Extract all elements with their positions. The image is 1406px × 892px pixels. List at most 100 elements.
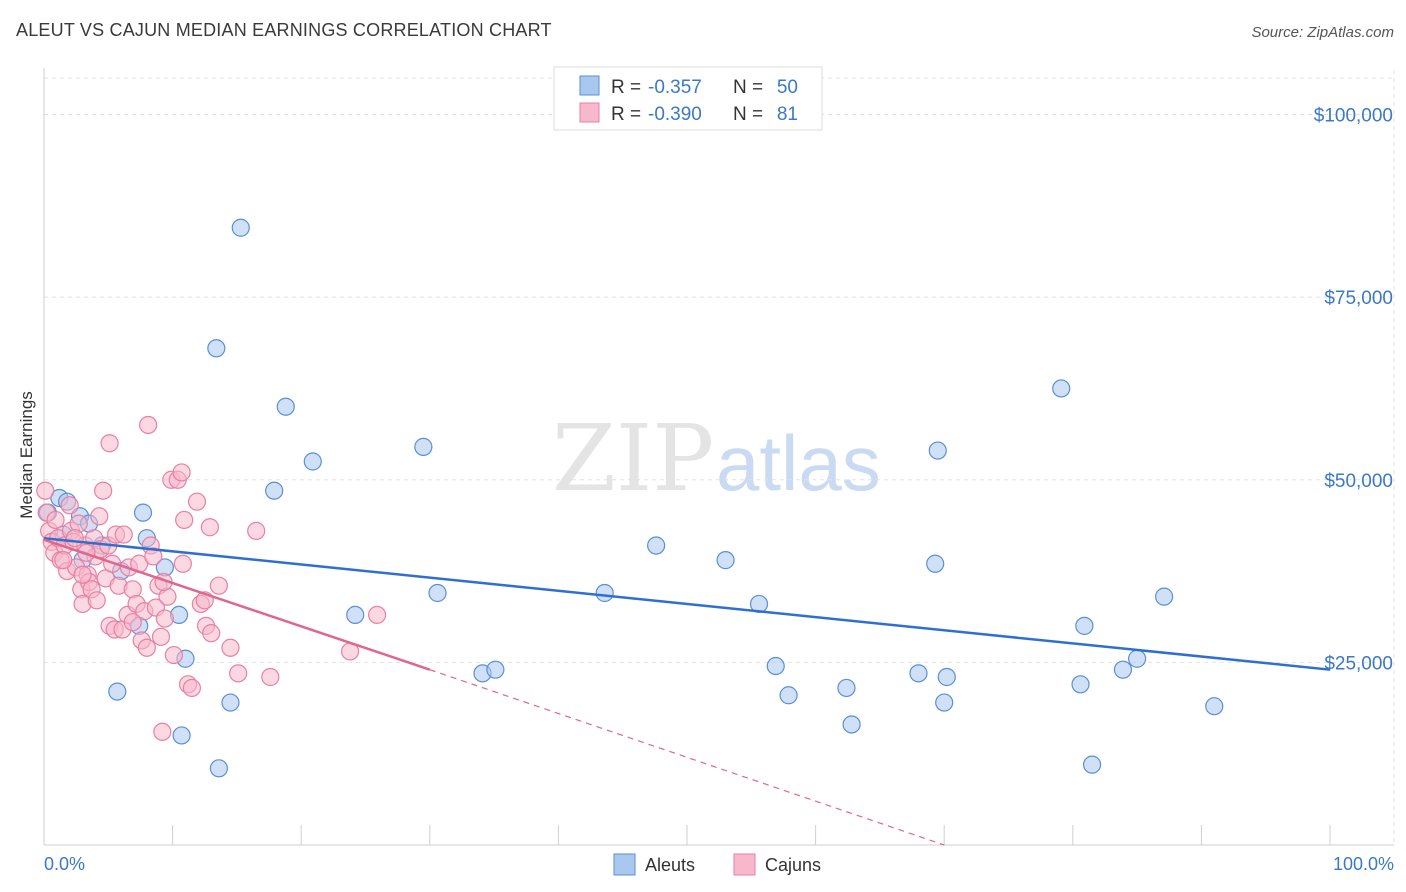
cajuns-point-62 — [209, 576, 228, 595]
cajuns-point-55 — [175, 510, 194, 530]
source-note: Source: ZipAtlas.com — [1251, 24, 1394, 41]
y-tick-label-1: $50,000 — [1324, 471, 1393, 492]
cajuns-point-23 — [87, 591, 106, 610]
bottom-legend-swatch-cajuns — [733, 853, 756, 876]
legend-n-value-aleuts: 50 — [777, 77, 798, 98]
x-tick-label-max: 100.0% — [1333, 854, 1394, 874]
watermark-zip: ZIP — [552, 405, 714, 512]
aleuts-point-48 — [1205, 697, 1224, 716]
aleuts-point-14 — [108, 682, 127, 701]
trend-line-cajuns — [43, 538, 431, 671]
aleuts-point-20 — [276, 397, 295, 416]
aleuts-point-32 — [766, 656, 785, 676]
legend-r-label-aleuts: R = — [611, 77, 641, 98]
aleuts-point-41 — [1052, 379, 1071, 398]
cajuns-point-64 — [229, 664, 248, 683]
aleuts-point-22 — [303, 452, 322, 471]
legend-r-value-aleuts: -0.357 — [648, 77, 702, 98]
cajuns-point-68 — [367, 605, 387, 625]
watermark-atlas: atlas — [716, 419, 881, 507]
legend-n-label-aleuts: N = — [733, 77, 763, 98]
cajuns-point-5 — [46, 510, 65, 530]
aleuts-point-30 — [716, 551, 735, 570]
y-tick-label-2: $75,000 — [1324, 288, 1393, 309]
bottom-legend-swatch-aleuts — [613, 853, 636, 876]
aleuts-point-38 — [935, 693, 954, 712]
cajuns-point-43 — [137, 638, 156, 657]
aleuts-point-43 — [1075, 616, 1094, 635]
aleuts-point-28 — [595, 583, 614, 603]
aleuts-point-33 — [779, 686, 798, 705]
aleuts-point-23 — [346, 605, 365, 625]
cajuns-point-26 — [94, 481, 113, 500]
aleuts-point-17 — [209, 759, 228, 778]
cajuns-point-54 — [172, 463, 191, 482]
legend-r-label-cajuns: R = — [611, 104, 641, 125]
cajuns-point-77 — [73, 565, 92, 584]
trend-line-cajuns-extension — [429, 669, 945, 846]
aleuts-point-35 — [842, 715, 861, 734]
cajuns-point-78 — [54, 551, 73, 570]
aleuts-point-19 — [207, 339, 226, 358]
cajuns-point-79 — [65, 529, 84, 548]
bottom-legend-label-aleuts: Aleuts — [645, 855, 695, 875]
aleuts-point-47 — [1155, 587, 1174, 606]
cajuns-point-61 — [200, 518, 219, 537]
cajuns-point-72 — [173, 554, 192, 573]
cajuns-point-75 — [123, 613, 142, 632]
aleuts-point-24 — [414, 437, 433, 456]
trend-line-aleuts — [43, 536, 1331, 671]
aleuts-point-40 — [926, 554, 945, 573]
aleuts-point-46 — [1127, 649, 1147, 668]
aleuts-point-37 — [928, 441, 947, 460]
cajuns-point-0 — [36, 481, 55, 500]
axes — [43, 68, 1394, 846]
aleuts-point-29 — [647, 536, 666, 555]
legend-n-value-cajuns: 81 — [777, 104, 798, 125]
chart-title: ALEUT VS CAJUN MEDIAN EARNINGS CORRELATI… — [16, 20, 552, 40]
cajuns-point-63 — [221, 638, 240, 657]
y-tick-label-3: $100,000 — [1314, 106, 1393, 127]
legend-r-value-cajuns: -0.390 — [648, 104, 702, 125]
cajuns-point-57 — [182, 678, 201, 698]
aleuts-point-25 — [428, 583, 447, 603]
aleuts-point-44 — [1082, 755, 1102, 774]
cajuns-point-58 — [187, 492, 207, 511]
aleuts-point-15 — [221, 693, 240, 712]
legend-swatch-aleuts — [579, 75, 600, 96]
cajuns-point-35 — [114, 525, 133, 544]
cajuns-point-24 — [90, 507, 109, 526]
aleuts-point-34 — [837, 678, 856, 698]
legend-n-label-cajuns: N = — [733, 104, 763, 125]
aleuts-point-9 — [133, 503, 153, 522]
cajuns-point-69 — [139, 415, 158, 435]
cajuns-point-74 — [202, 624, 221, 643]
cajuns-point-76 — [153, 722, 172, 741]
top-legend: R = -0.357 N = 50 R = -0.390 N = 81 — [553, 66, 823, 131]
aleuts-point-16 — [172, 726, 191, 745]
trend-lines — [43, 536, 1331, 846]
cajuns-point-52 — [164, 645, 183, 665]
y-tick-label-0: $25,000 — [1324, 653, 1393, 674]
y-tick-labels: $25,000 $50,000 $75,000 $100,000 — [1314, 106, 1393, 675]
aleuts-point-42 — [1071, 675, 1090, 694]
x-tick-label-min: 0.0% — [44, 854, 85, 874]
aleuts-point-39 — [937, 667, 956, 687]
cajuns-point-49 — [155, 609, 174, 628]
aleuts-point-18 — [231, 218, 250, 237]
bottom-legend: Aleuts Cajuns — [613, 853, 821, 876]
series-cajuns — [36, 415, 387, 741]
bottom-legend-label-cajuns: Cajuns — [765, 855, 821, 875]
cajuns-point-70 — [100, 434, 119, 453]
cajuns-point-45 — [144, 547, 163, 566]
cajuns-point-10 — [60, 496, 79, 515]
aleuts-point-36 — [909, 664, 928, 683]
aleuts-point-21 — [265, 481, 284, 500]
aleuts-point-45 — [1113, 660, 1133, 679]
y-axis-label: Median Earnings — [17, 391, 36, 519]
cajuns-point-66 — [261, 667, 280, 687]
cajuns-point-65 — [247, 521, 266, 540]
aleuts-point-27 — [486, 660, 505, 679]
cajuns-point-48 — [151, 627, 171, 646]
